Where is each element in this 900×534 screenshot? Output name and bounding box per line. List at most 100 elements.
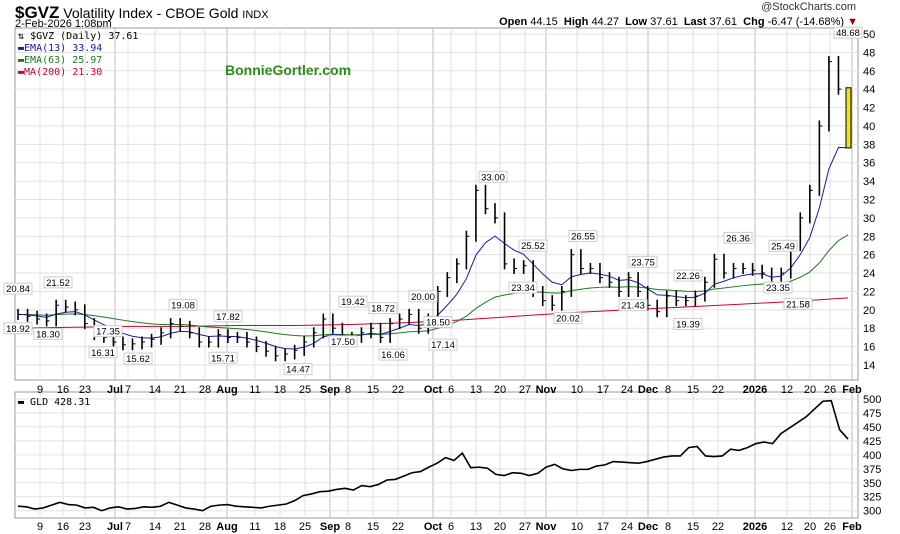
annotation-label: 48.68 — [836, 28, 860, 39]
y-tick-label: 38 — [863, 139, 875, 151]
annotation-label: 18.72 — [371, 304, 395, 315]
x-tick-label: Feb — [842, 521, 862, 533]
x-tick-label: 27 — [519, 521, 531, 533]
annotation-label: 17.14 — [431, 340, 455, 351]
annotation-box — [88, 346, 118, 359]
y-tick-label: 50 — [863, 29, 875, 41]
legend-gld: ▬ GLD 428.31 — [18, 397, 91, 408]
y-tick-label: 42 — [863, 103, 875, 115]
annotation-box — [93, 325, 123, 338]
annotation-box — [378, 348, 408, 361]
symbol: $GVZ — [15, 3, 60, 22]
x-tick-label: 14 — [149, 521, 161, 533]
y-tick-label: 46 — [863, 66, 875, 78]
x-tick-label: 17 — [597, 384, 609, 396]
annotation-label: 16.31 — [91, 348, 115, 359]
x-tick-label: 8 — [345, 384, 351, 396]
legend-ema13: ▬EMA(13) 33.94 — [18, 43, 103, 54]
x-tick-label: Aug — [216, 384, 237, 396]
x-tick-label: 15 — [687, 521, 699, 533]
x-tick-label: Aug — [216, 521, 237, 533]
annotation-label: 16.06 — [381, 350, 405, 361]
annotation-box — [213, 310, 243, 323]
x-tick-label: 24 — [621, 384, 633, 396]
x-tick-label: 9 — [37, 521, 43, 533]
x-tick-label: 26 — [824, 521, 836, 533]
x-tick-label: 24 — [621, 521, 633, 533]
annotation-box — [478, 170, 508, 183]
x-tick-label: 20 — [804, 384, 816, 396]
x-tick-label: 13 — [470, 384, 482, 396]
low-value: 37.61 — [650, 16, 678, 28]
x-tick-label: 28 — [199, 384, 211, 396]
annotation-label: 15.71 — [211, 353, 235, 364]
y-tick-label: 325 — [863, 492, 881, 504]
annotation-label: 17.82 — [216, 312, 240, 323]
high-label: High — [563, 16, 589, 28]
x-tick-label: 26 — [824, 384, 836, 396]
y-tick-label: 28 — [863, 231, 875, 243]
exchange: INDX — [242, 9, 269, 21]
annotation-box — [783, 297, 813, 310]
annotation-box — [368, 302, 398, 315]
x-tick-label: 21 — [174, 384, 186, 396]
legend-ema63: ▬EMA(63) 25.97 — [18, 55, 103, 66]
annotation-box — [3, 282, 33, 295]
x-tick-label: 22 — [392, 521, 404, 533]
annotation-box — [338, 295, 368, 308]
x-tick-label: Oct — [424, 384, 443, 396]
stockcharts-credit[interactable]: @StockCharts.com — [761, 1, 856, 13]
chart-date: 2-Feb-2026 1:08pm — [15, 18, 112, 30]
annotation-label: 33.00 — [481, 172, 505, 183]
x-tick-label: 27 — [519, 384, 531, 396]
x-tick-label: 20 — [494, 384, 506, 396]
annotation-box — [553, 312, 583, 325]
x-tick-label: 22 — [712, 384, 724, 396]
x-tick-label: Jul — [107, 384, 123, 396]
legend-main: ⇅ $GVZ (Daily) 37.61 — [18, 31, 138, 42]
high-value: 44.27 — [591, 16, 619, 28]
annotation-label: 23.75 — [631, 257, 655, 268]
legend-main-text: $GVZ (Daily) 37.61 — [30, 31, 139, 42]
x-tick-label: 11 — [249, 384, 260, 396]
y-tick-label: 30 — [863, 213, 875, 225]
annotation-label: 21.58 — [786, 299, 810, 310]
annotation-box — [123, 352, 153, 365]
chg-label: Chg — [743, 16, 765, 28]
x-tick-label: 12 — [781, 384, 793, 396]
open-value: 44.15 — [530, 16, 558, 28]
annotation-label: 19.42 — [341, 297, 365, 308]
annotation-label: 25.49 — [771, 241, 795, 252]
x-tick-label: 12 — [781, 521, 793, 533]
x-tick-label: 25 — [299, 384, 311, 396]
y-tick-label: 14 — [863, 360, 875, 372]
x-tick-label: Sep — [320, 521, 340, 533]
annotation-box — [673, 269, 703, 282]
y-tick-label: 24 — [863, 268, 875, 280]
x-tick-label: 20 — [804, 521, 816, 533]
annotation-box — [723, 231, 753, 244]
x-tick-label: 15 — [367, 384, 379, 396]
x-tick-label: 6 — [448, 521, 454, 533]
y-tick-label: 425 — [863, 436, 881, 448]
x-tick-label: Nov — [536, 521, 558, 533]
x-tick-label: 7 — [125, 384, 131, 396]
y-tick-label: 400 — [863, 450, 881, 462]
legend-ma200: ▬MA(200) 21.30 — [18, 67, 103, 78]
annotation-box — [408, 290, 438, 303]
x-tick-label: 22 — [392, 384, 404, 396]
annotation-label: 14.47 — [286, 365, 310, 376]
x-tick-label: Nov — [536, 384, 558, 396]
last-candle — [845, 87, 852, 149]
ohlc-readout: Open 44.15 High 44.27 Low 37.61 Last 37.… — [499, 16, 858, 28]
annotation-label: 19.08 — [171, 300, 195, 311]
x-tick-label: 2026 — [743, 521, 767, 533]
x-tick-label: 28 — [199, 521, 211, 533]
y-tick-label: 34 — [863, 176, 875, 188]
y-tick-label: 500 — [863, 394, 881, 406]
annotation-label: 20.84 — [6, 284, 30, 295]
annotation-box — [283, 363, 313, 376]
annotation-box — [428, 338, 458, 351]
